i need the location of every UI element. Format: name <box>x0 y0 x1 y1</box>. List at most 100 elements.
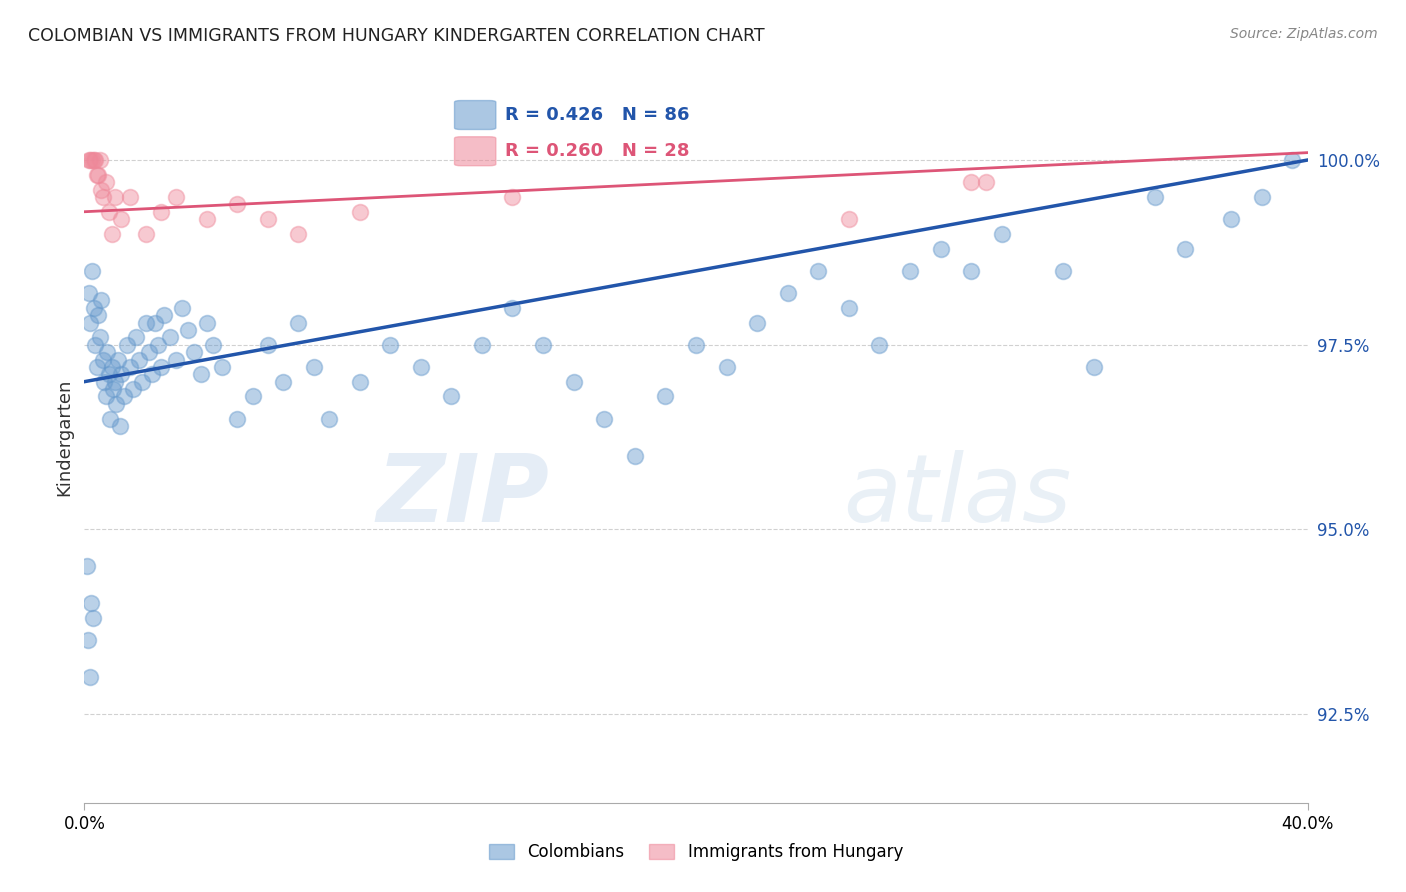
Point <box>287 316 309 330</box>
Point <box>440 389 463 403</box>
Point <box>1220 212 1243 227</box>
Point <box>654 389 676 403</box>
Point <box>120 359 142 374</box>
Point <box>90 183 112 197</box>
Text: COLOMBIAN VS IMMIGRANTS FROM HUNGARY KINDERGARTEN CORRELATION CHART: COLOMBIAN VS IMMIGRANTS FROM HUNGARY KIN… <box>28 27 765 45</box>
Point <box>195 212 218 227</box>
Point <box>146 337 169 351</box>
Point <box>302 359 325 374</box>
Point <box>79 316 101 330</box>
Point <box>624 449 647 463</box>
Point <box>502 301 524 315</box>
Point <box>183 345 205 359</box>
Point <box>79 153 101 167</box>
Point <box>716 359 738 374</box>
Point <box>380 337 402 351</box>
Point <box>838 301 860 315</box>
Point <box>807 264 830 278</box>
Point <box>211 359 233 374</box>
Legend: Colombians, Immigrants from Hungary: Colombians, Immigrants from Hungary <box>482 837 910 868</box>
Point <box>318 411 340 425</box>
Point <box>91 352 114 367</box>
Point <box>104 190 127 204</box>
Point <box>201 337 224 351</box>
Point <box>77 153 100 167</box>
Point <box>79 670 101 684</box>
Point <box>226 411 249 425</box>
Point <box>89 330 111 344</box>
Point <box>135 227 157 241</box>
Point <box>104 375 127 389</box>
Point <box>747 316 769 330</box>
Point <box>685 337 707 351</box>
Point <box>90 293 112 308</box>
Text: ZIP: ZIP <box>377 450 550 541</box>
Point <box>562 375 585 389</box>
Point <box>80 153 103 167</box>
Point <box>105 397 128 411</box>
Point <box>103 382 125 396</box>
Point <box>93 375 115 389</box>
Point <box>776 285 799 300</box>
Point <box>89 153 111 167</box>
Point <box>165 352 187 367</box>
Text: atlas: atlas <box>842 450 1071 541</box>
Point <box>149 359 172 374</box>
Point <box>112 389 135 403</box>
Point <box>97 204 120 219</box>
Point <box>409 359 432 374</box>
Point <box>108 419 131 434</box>
Point <box>83 153 105 167</box>
Point <box>96 345 118 359</box>
Point <box>976 175 998 189</box>
Point <box>98 411 121 425</box>
Point <box>115 337 138 351</box>
Point <box>1174 242 1197 256</box>
Point <box>87 308 110 322</box>
Point <box>101 359 124 374</box>
Point <box>94 175 117 189</box>
Point <box>159 330 181 344</box>
Point <box>1143 190 1166 204</box>
Point <box>94 389 117 403</box>
Point <box>143 316 166 330</box>
Point <box>110 212 132 227</box>
Y-axis label: Kindergarten: Kindergarten <box>55 378 73 496</box>
Point <box>80 596 103 610</box>
Point <box>76 559 98 574</box>
Point <box>77 633 100 648</box>
Point <box>257 337 280 351</box>
Point <box>120 190 142 204</box>
Point <box>138 345 160 359</box>
Point <box>1083 359 1105 374</box>
Point <box>97 368 120 382</box>
Point <box>287 227 309 241</box>
Point <box>135 316 157 330</box>
Point <box>131 375 153 389</box>
Point <box>960 264 983 278</box>
Point <box>82 611 104 625</box>
Point <box>122 382 145 396</box>
Point <box>929 242 952 256</box>
Point <box>531 337 554 351</box>
Point <box>86 359 108 374</box>
Point <box>349 375 371 389</box>
Point <box>149 204 172 219</box>
Point <box>991 227 1014 241</box>
Point <box>80 264 103 278</box>
Point <box>128 352 150 367</box>
Point <box>869 337 891 351</box>
Point <box>110 368 132 382</box>
Point <box>471 337 494 351</box>
Point <box>1281 153 1303 167</box>
Point <box>87 168 110 182</box>
Point <box>101 227 124 241</box>
Point <box>84 153 107 167</box>
Point <box>77 285 100 300</box>
Point <box>165 190 187 204</box>
Point <box>86 168 108 182</box>
Point <box>1052 264 1074 278</box>
Point <box>177 323 200 337</box>
Point <box>242 389 264 403</box>
Point <box>1250 190 1272 204</box>
